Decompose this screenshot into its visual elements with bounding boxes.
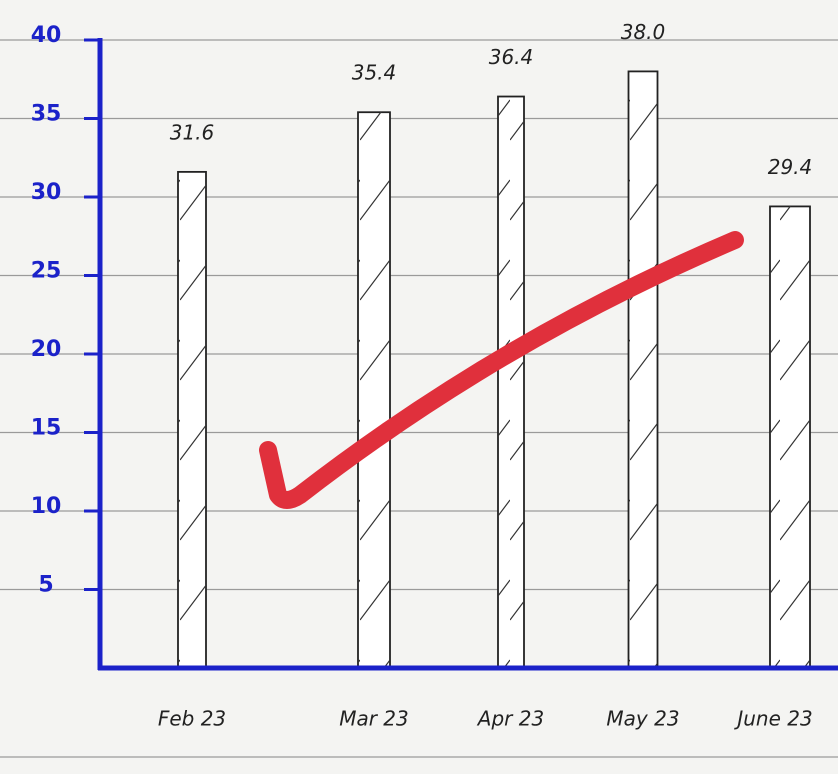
y-tick-label: 35 [31,102,62,127]
x-tick-label: Mar 23 [339,707,409,731]
x-tick-label: May 23 [606,707,679,731]
paper [0,0,838,774]
y-tick-label: 10 [31,494,62,519]
bar-hatch [770,206,810,668]
x-tick-label: Apr 23 [476,707,544,731]
y-tick-label: 20 [31,337,62,362]
bar-hatch [358,112,390,668]
value-label: 31.6 [170,120,215,144]
x-tick-label: June 23 [733,707,812,731]
value-label: 29.4 [768,155,813,179]
bar-hatch [498,97,524,668]
chart: 5 10 15 20 25 30 35 40 31.6 Feb 23 35.4 Mar 23 36.4 A… [0,0,838,774]
bar-hatch [629,71,658,668]
y-tick-label: 30 [31,180,62,205]
value-label: 36.4 [489,45,534,69]
value-label: 38.0 [621,20,666,44]
y-tick-label: 40 [31,23,62,48]
value-label: 35.4 [352,61,397,85]
bar-hatch [178,172,206,668]
y-tick-label: 15 [31,416,62,441]
x-tick-label: Feb 23 [158,707,226,731]
y-tick-label: 5 [38,573,53,598]
y-tick-label: 25 [31,259,62,284]
